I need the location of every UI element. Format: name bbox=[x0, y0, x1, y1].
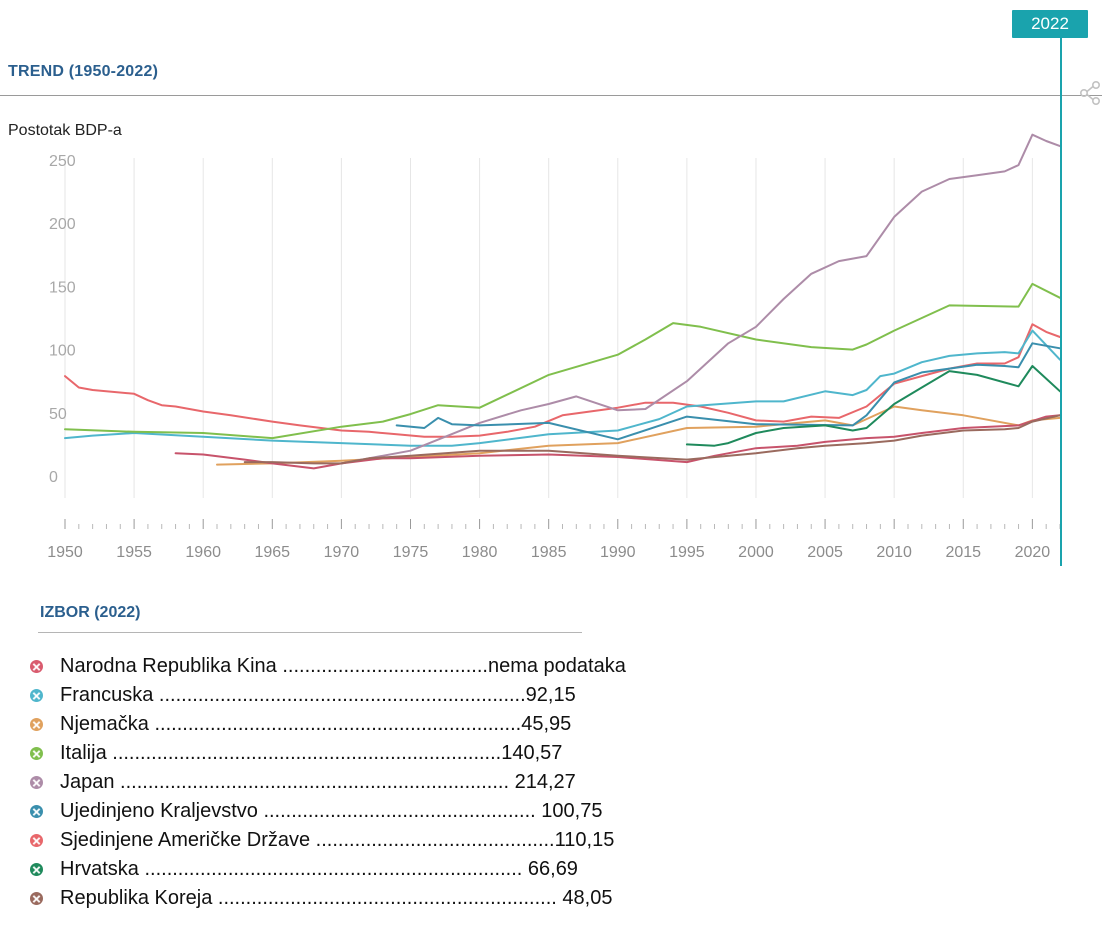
legend-leader-dots: ........................................… bbox=[212, 887, 557, 909]
series-layer bbox=[64, 133, 1061, 470]
x-tick-label: 2010 bbox=[876, 544, 912, 561]
x-tick-label: 1955 bbox=[116, 544, 152, 561]
series-line bbox=[685, 365, 1061, 447]
y-tick-label: 0 bbox=[49, 469, 58, 486]
series-line bbox=[64, 329, 1061, 447]
x-tick-label: 2015 bbox=[945, 544, 981, 561]
y-axis-label: Postotak BDP-a bbox=[8, 122, 122, 139]
remove-series-icon[interactable] bbox=[30, 892, 43, 905]
legend-value: 100,75 bbox=[535, 800, 603, 822]
series-line bbox=[340, 133, 1061, 465]
legend-value: 66,69 bbox=[522, 858, 578, 880]
y-tick-label: 150 bbox=[49, 279, 76, 296]
remove-series-icon[interactable] bbox=[30, 834, 43, 847]
legend-country-name: Italija bbox=[60, 742, 107, 764]
series-line bbox=[395, 342, 1061, 441]
legend-country-name: Njemačka bbox=[60, 713, 149, 735]
legend-country-name: Japan bbox=[60, 771, 115, 793]
trend-title: TREND (1950-2022) bbox=[8, 63, 159, 80]
x-tick-label: 2005 bbox=[807, 544, 843, 561]
series-line bbox=[64, 282, 1061, 440]
y-tick-label: 50 bbox=[49, 406, 67, 423]
line-chart: 250 200 150 100 50 0 1950 1955 1960 1965 1970 1975 1… bbox=[47, 38, 1062, 566]
legend-value: 92,15 bbox=[525, 684, 576, 706]
legend-value: 140,57 bbox=[501, 742, 563, 764]
x-tick-label: 2000 bbox=[738, 544, 774, 561]
year-tab[interactable]: 2022 bbox=[1012, 10, 1088, 38]
legend-value: 110,15 bbox=[554, 829, 615, 851]
section-divider bbox=[0, 95, 1102, 96]
y-tick-label: 200 bbox=[49, 216, 76, 233]
legend-country-name: Hrvatska bbox=[60, 858, 139, 880]
legend-divider bbox=[38, 632, 582, 633]
legend-item[interactable]: Italija ................................… bbox=[30, 739, 626, 768]
legend-item[interactable]: Japan ..................................… bbox=[30, 768, 626, 797]
remove-series-icon[interactable] bbox=[30, 805, 43, 818]
legend-item[interactable]: Francuska ..............................… bbox=[30, 681, 626, 710]
legend-item[interactable]: Republika Koreja .......................… bbox=[30, 884, 626, 913]
legend-item[interactable]: Hrvatska ...............................… bbox=[30, 855, 626, 884]
legend-title: IZBOR (2022) bbox=[40, 604, 141, 621]
legend-item[interactable]: Narodna Republika Kina .................… bbox=[30, 652, 626, 681]
series-line bbox=[243, 414, 1061, 465]
legend-leader-dots: ........................................… bbox=[153, 684, 526, 706]
remove-series-icon[interactable] bbox=[30, 747, 43, 760]
legend-country-name: Sjedinjene Američke Države bbox=[60, 829, 311, 851]
x-tick-label: 1970 bbox=[324, 544, 360, 561]
x-tick-label: 1965 bbox=[254, 544, 290, 561]
x-tick-label: 1960 bbox=[185, 544, 221, 561]
share-icon-glyph bbox=[1079, 80, 1101, 105]
legend-country-name: Narodna Republika Kina bbox=[60, 655, 277, 677]
series-line bbox=[174, 414, 1061, 470]
legend-item[interactable]: Sjedinjene Američke Države .............… bbox=[30, 826, 626, 855]
x-tick-label: 1975 bbox=[393, 544, 429, 561]
legend-leader-dots: ........................................… bbox=[310, 829, 555, 851]
x-tick-label: 1950 bbox=[47, 544, 83, 561]
legend-value: 48,05 bbox=[556, 887, 613, 909]
remove-series-icon[interactable] bbox=[30, 689, 43, 702]
legend-leader-dots: ........................................… bbox=[114, 771, 510, 793]
grid-layer bbox=[64, 158, 1033, 498]
legend-item[interactable]: Ujedinjeno Kraljevstvo .................… bbox=[30, 797, 626, 826]
series-line bbox=[216, 405, 1061, 466]
legend-leader-dots: ........................................… bbox=[148, 713, 522, 735]
legend-value: 214,27 bbox=[509, 771, 576, 793]
x-tick-label: 1995 bbox=[669, 544, 705, 561]
y-tick-label: 250 bbox=[49, 153, 76, 170]
legend-item[interactable]: Njemačka ...............................… bbox=[30, 710, 626, 739]
legend-leader-dots: ........................................… bbox=[106, 742, 502, 764]
x-tick-label: 1990 bbox=[600, 544, 636, 561]
legend-country-name: Republika Koreja bbox=[60, 887, 213, 909]
remove-series-icon[interactable] bbox=[30, 863, 43, 876]
x-tick-label: 1985 bbox=[531, 544, 567, 561]
share-icon[interactable] bbox=[1078, 80, 1102, 106]
legend-country-name: Ujedinjeno Kraljevstvo bbox=[60, 800, 258, 822]
legend-list: Narodna Republika Kina .................… bbox=[30, 652, 626, 913]
legend-leader-dots: ........................................… bbox=[138, 858, 523, 880]
legend-leader-dots: ..................................... bbox=[276, 655, 488, 677]
series-line bbox=[64, 323, 1061, 438]
x-tick-label: 2020 bbox=[1015, 544, 1051, 561]
remove-series-icon[interactable] bbox=[30, 718, 43, 731]
legend-value: 45,95 bbox=[521, 713, 572, 735]
remove-series-icon[interactable] bbox=[30, 776, 43, 789]
legend-country-name: Francuska bbox=[60, 684, 154, 706]
remove-series-icon[interactable] bbox=[30, 660, 43, 673]
legend-leader-dots: ........................................… bbox=[257, 800, 536, 822]
axis-layer: 250 200 150 100 50 0 1950 1955 1960 1965 1970 1975 1… bbox=[47, 153, 1061, 561]
legend-value: nema podataka bbox=[487, 655, 626, 677]
x-tick-label: 1980 bbox=[462, 544, 498, 561]
y-tick-label: 100 bbox=[49, 343, 76, 360]
